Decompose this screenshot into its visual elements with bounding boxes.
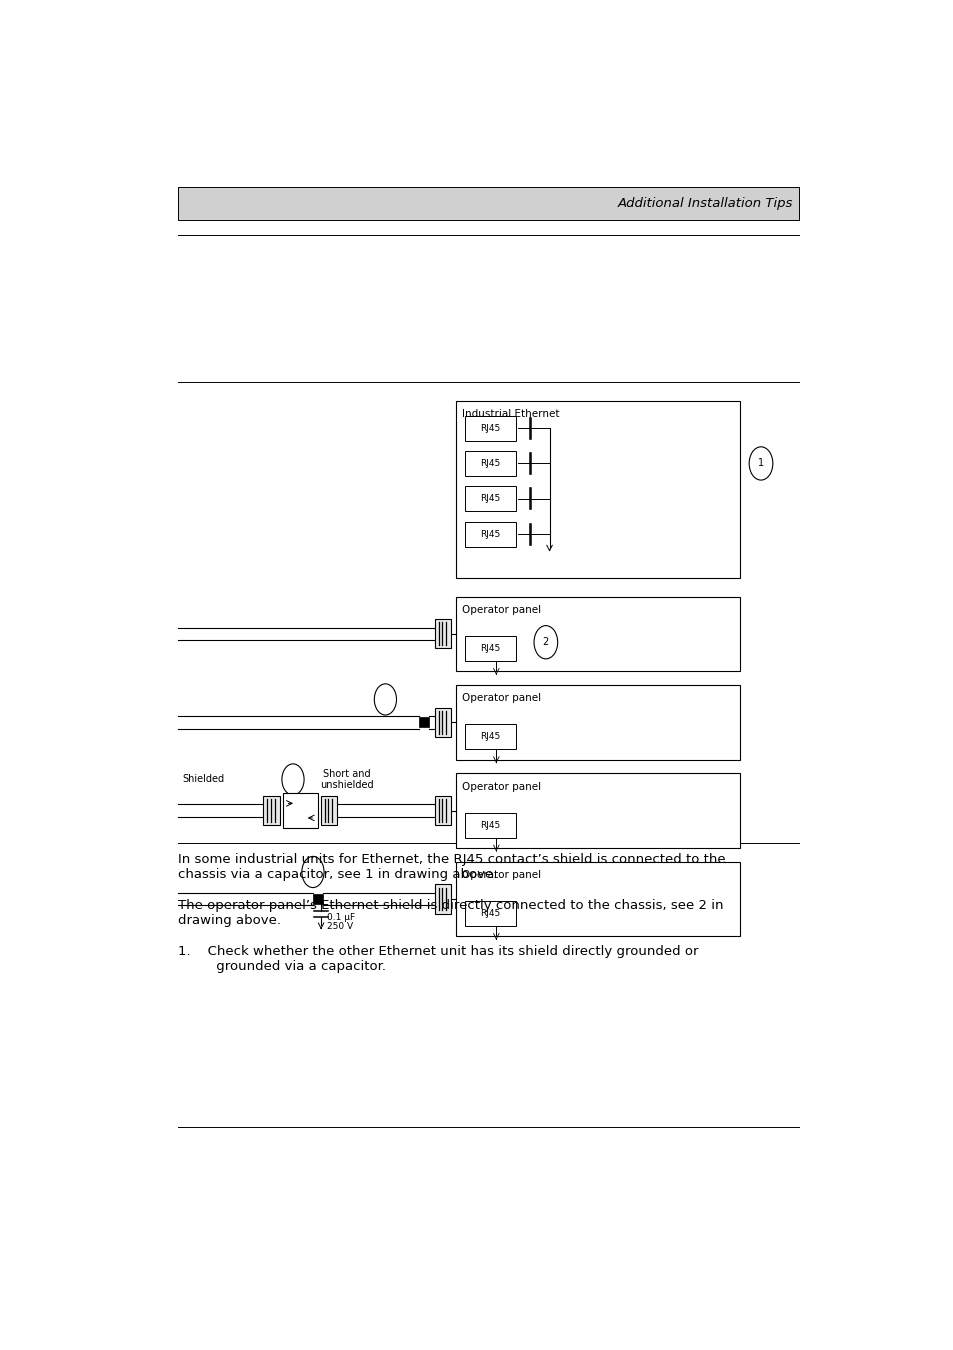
Text: Shielded: Shielded bbox=[182, 775, 224, 784]
FancyBboxPatch shape bbox=[464, 636, 516, 661]
FancyBboxPatch shape bbox=[464, 900, 516, 926]
FancyBboxPatch shape bbox=[435, 884, 451, 914]
FancyBboxPatch shape bbox=[418, 717, 429, 728]
Text: RJ45: RJ45 bbox=[479, 821, 500, 830]
FancyBboxPatch shape bbox=[464, 486, 516, 512]
FancyBboxPatch shape bbox=[178, 186, 799, 220]
Text: RJ45: RJ45 bbox=[479, 424, 500, 432]
Text: 1.    Check whether the other Ethernet unit has its shield directly grounded or
: 1. Check whether the other Ethernet unit… bbox=[178, 945, 699, 973]
Text: 0.1 μF: 0.1 μF bbox=[327, 913, 355, 922]
FancyBboxPatch shape bbox=[456, 861, 740, 937]
FancyBboxPatch shape bbox=[456, 774, 740, 848]
Circle shape bbox=[374, 684, 396, 716]
Text: Operator panel: Operator panel bbox=[461, 693, 540, 703]
FancyBboxPatch shape bbox=[321, 796, 337, 825]
Text: RJ45: RJ45 bbox=[479, 494, 500, 504]
Circle shape bbox=[748, 447, 772, 481]
FancyBboxPatch shape bbox=[464, 521, 516, 547]
Text: 1: 1 bbox=[757, 459, 763, 468]
Text: RJ45: RJ45 bbox=[479, 732, 500, 741]
Text: Operator panel: Operator panel bbox=[461, 869, 540, 880]
FancyBboxPatch shape bbox=[464, 725, 516, 749]
Text: Short and
unshielded: Short and unshielded bbox=[320, 768, 374, 790]
Text: The operator panel’s Ethernet shield is directly connected to the chassis, see 2: The operator panel’s Ethernet shield is … bbox=[178, 899, 723, 927]
FancyBboxPatch shape bbox=[282, 792, 317, 829]
Text: In some industrial units for Ethernet, the RJ45 contact’s shield is connected to: In some industrial units for Ethernet, t… bbox=[178, 853, 725, 882]
FancyBboxPatch shape bbox=[263, 796, 279, 825]
Text: RJ45: RJ45 bbox=[479, 644, 500, 653]
FancyBboxPatch shape bbox=[435, 620, 451, 648]
Text: Operator panel: Operator panel bbox=[461, 605, 540, 614]
Text: Additional Installation Tips: Additional Installation Tips bbox=[618, 197, 793, 211]
Circle shape bbox=[301, 856, 324, 887]
FancyBboxPatch shape bbox=[456, 401, 740, 578]
FancyBboxPatch shape bbox=[464, 416, 516, 440]
FancyBboxPatch shape bbox=[435, 707, 451, 737]
FancyBboxPatch shape bbox=[456, 597, 740, 671]
Text: Operator panel: Operator panel bbox=[461, 782, 540, 791]
Text: 250 V: 250 V bbox=[327, 922, 353, 930]
Circle shape bbox=[534, 625, 558, 659]
Text: RJ45: RJ45 bbox=[479, 909, 500, 918]
Text: RJ45: RJ45 bbox=[479, 529, 500, 539]
Text: RJ45: RJ45 bbox=[479, 459, 500, 468]
FancyBboxPatch shape bbox=[464, 813, 516, 837]
FancyBboxPatch shape bbox=[464, 451, 516, 477]
Text: 2: 2 bbox=[542, 637, 548, 647]
Circle shape bbox=[281, 764, 304, 795]
FancyBboxPatch shape bbox=[456, 684, 740, 760]
Text: Industrial Ethernet: Industrial Ethernet bbox=[461, 409, 558, 420]
FancyBboxPatch shape bbox=[435, 796, 451, 825]
FancyBboxPatch shape bbox=[313, 894, 323, 904]
